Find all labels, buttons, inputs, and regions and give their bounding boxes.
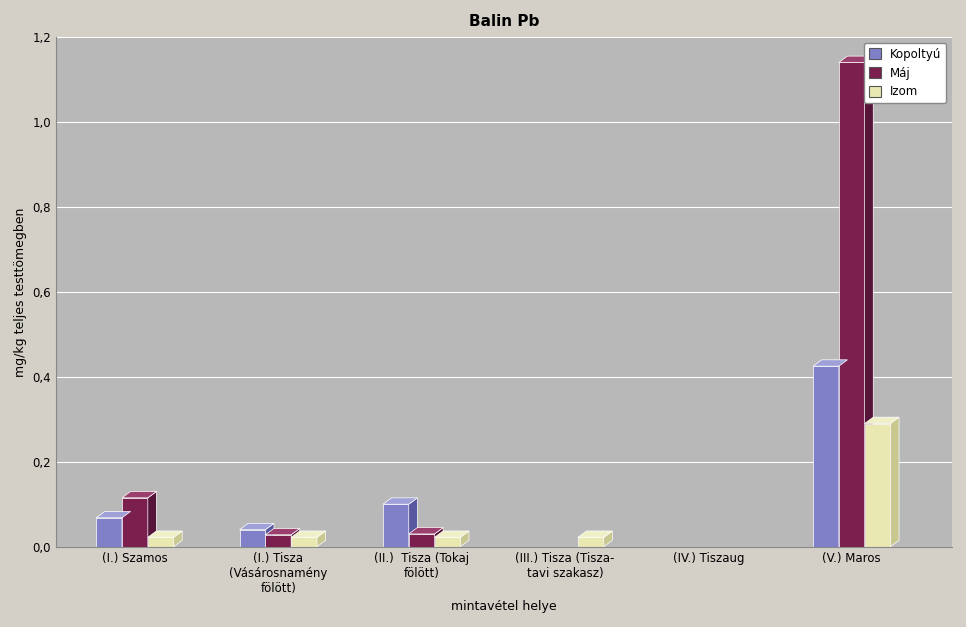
Polygon shape [383,504,409,547]
Polygon shape [578,537,604,547]
Polygon shape [409,527,443,534]
Polygon shape [813,366,838,547]
Y-axis label: mg/kg teljes testtömegben: mg/kg teljes testtömegben [14,207,27,377]
Polygon shape [604,531,612,547]
Polygon shape [838,56,873,63]
Polygon shape [891,417,899,547]
Polygon shape [578,531,612,537]
Legend: Kopoltyú, Máj, Izom: Kopoltyú, Máj, Izom [865,43,947,103]
Polygon shape [435,537,461,547]
Polygon shape [266,524,274,547]
X-axis label: mintavétel helye: mintavétel helye [451,600,556,613]
Polygon shape [838,63,865,547]
Polygon shape [174,531,183,547]
Polygon shape [97,518,122,547]
Polygon shape [148,531,183,537]
Polygon shape [266,535,291,547]
Polygon shape [865,56,873,547]
Polygon shape [266,529,299,535]
Polygon shape [461,531,469,547]
Polygon shape [291,531,326,537]
Polygon shape [409,498,417,547]
Polygon shape [122,492,156,498]
Polygon shape [865,417,899,423]
Polygon shape [317,531,326,547]
Polygon shape [122,512,130,547]
Polygon shape [97,512,130,518]
Polygon shape [813,360,847,366]
Polygon shape [291,537,317,547]
Polygon shape [409,534,435,547]
Polygon shape [240,524,274,530]
Polygon shape [435,527,443,547]
Polygon shape [838,360,847,547]
Polygon shape [383,498,417,504]
Polygon shape [435,531,469,537]
Polygon shape [148,537,174,547]
Polygon shape [865,423,891,547]
Polygon shape [291,529,299,547]
Polygon shape [148,492,156,547]
Polygon shape [240,530,266,547]
Polygon shape [122,498,148,547]
Title: Balin Pb: Balin Pb [469,14,539,29]
